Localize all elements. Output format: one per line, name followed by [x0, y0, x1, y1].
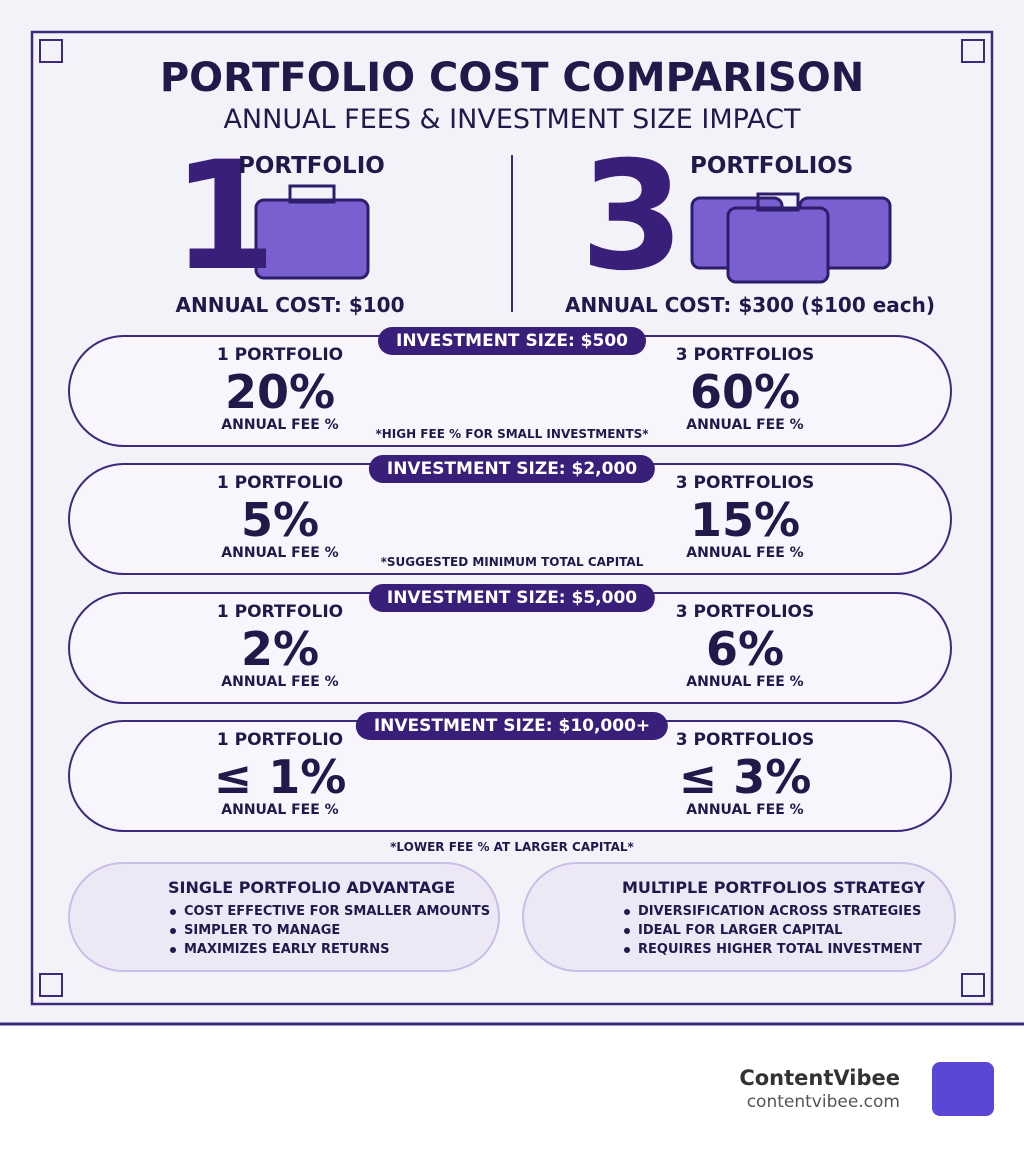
left-caption: ANNUAL FEE %	[221, 674, 339, 690]
left-caption: ANNUAL FEE %	[221, 417, 339, 433]
subtitle: ANNUAL FEES & INVESTMENT SIZE IMPACT	[223, 104, 801, 135]
panel-item: COST EFFECTIVE FOR SMALLER AMOUNTS	[170, 904, 490, 919]
summary-label: PORTFOLIO	[238, 153, 385, 179]
bullet	[624, 927, 630, 934]
left-fee: 2%	[240, 622, 320, 676]
summary-label: PORTFOLIOS	[690, 153, 854, 179]
bullet	[624, 946, 630, 953]
right-caption: ANNUAL FEE %	[686, 674, 804, 690]
tier-heading: INVESTMENT SIZE: $5,000	[368, 584, 656, 612]
bullet	[170, 908, 176, 915]
right-fee: ≤ 3%	[678, 750, 812, 804]
item-text: IDEAL FOR LARGER CAPITAL	[638, 923, 843, 938]
tier-note: *SUGGESTED MINIMUM TOTAL CAPITAL	[380, 555, 644, 569]
item-text: COST EFFECTIVE FOR SMALLER AMOUNTS	[184, 904, 491, 919]
right-label: 3 PORTFOLIOS	[675, 730, 815, 750]
panel-item: IDEAL FOR LARGER CAPITAL	[624, 923, 842, 938]
right-fee: 60%	[689, 365, 801, 419]
panel-title: SINGLE PORTFOLIO ADVANTAGE	[168, 878, 456, 897]
right-caption: ANNUAL FEE %	[686, 802, 804, 818]
right-label: 3 PORTFOLIOS	[675, 473, 815, 493]
left-fee: ≤ 1%	[213, 750, 347, 804]
panel-title: MULTIPLE PORTFOLIOS STRATEGY	[622, 878, 926, 897]
footnote: *LOWER FEE % AT LARGER CAPITAL*	[390, 840, 634, 854]
brand-name: ContentVibee	[739, 1066, 900, 1090]
left-caption: ANNUAL FEE %	[221, 802, 339, 818]
left-label: 1 PORTFOLIO	[216, 730, 344, 750]
summary-cost: ANNUAL COST: $300 ($100 each)	[564, 293, 936, 317]
right-label: 3 PORTFOLIOS	[675, 602, 815, 622]
left-label: 1 PORTFOLIO	[216, 602, 344, 622]
item-text: DIVERSIFICATION ACROSS STRATEGIES	[638, 904, 922, 919]
tier-heading: INVESTMENT SIZE: $500	[378, 327, 646, 355]
title: PORTFOLIO COST COMPARISON	[159, 55, 865, 101]
item-text: REQUIRES HIGHER TOTAL INVESTMENT	[638, 942, 922, 957]
tier-note: *HIGH FEE % FOR SMALL INVESTMENTS*	[375, 427, 649, 441]
panel-item: REQUIRES HIGHER TOTAL INVESTMENT	[624, 942, 922, 957]
tier-heading: INVESTMENT SIZE: $2,000	[368, 455, 656, 483]
brand-url: contentvibee.com	[746, 1092, 900, 1112]
left-caption: ANNUAL FEE %	[221, 545, 339, 561]
bullet	[624, 908, 630, 915]
panel-item: MAXIMIZES EARLY RETURNS	[170, 942, 390, 957]
big-number: 3	[580, 130, 685, 304]
right-caption: ANNUAL FEE %	[686, 417, 804, 433]
panel-item: SIMPLER TO MANAGE	[170, 923, 340, 938]
item-text: SIMPLER TO MANAGE	[184, 923, 341, 938]
bullet	[170, 927, 176, 934]
left-label: 1 PORTFOLIO	[216, 473, 344, 493]
big-number: 1	[172, 130, 277, 304]
right-caption: ANNUAL FEE %	[686, 545, 804, 561]
left-label: 1 PORTFOLIO	[216, 345, 344, 365]
right-fee: 15%	[689, 493, 801, 547]
tier-heading: INVESTMENT SIZE: $10,000+	[355, 712, 669, 740]
item-text: MAXIMIZES EARLY RETURNS	[184, 942, 390, 957]
right-fee: 6%	[705, 622, 785, 676]
bullet	[170, 946, 176, 953]
panel	[522, 862, 956, 972]
left-fee: 5%	[240, 493, 320, 547]
left-fee: 20%	[224, 365, 336, 419]
panel	[68, 862, 500, 972]
summary-cost: ANNUAL COST: $100	[175, 293, 405, 317]
panel-item: DIVERSIFICATION ACROSS STRATEGIES	[624, 904, 921, 919]
right-label: 3 PORTFOLIOS	[675, 345, 815, 365]
